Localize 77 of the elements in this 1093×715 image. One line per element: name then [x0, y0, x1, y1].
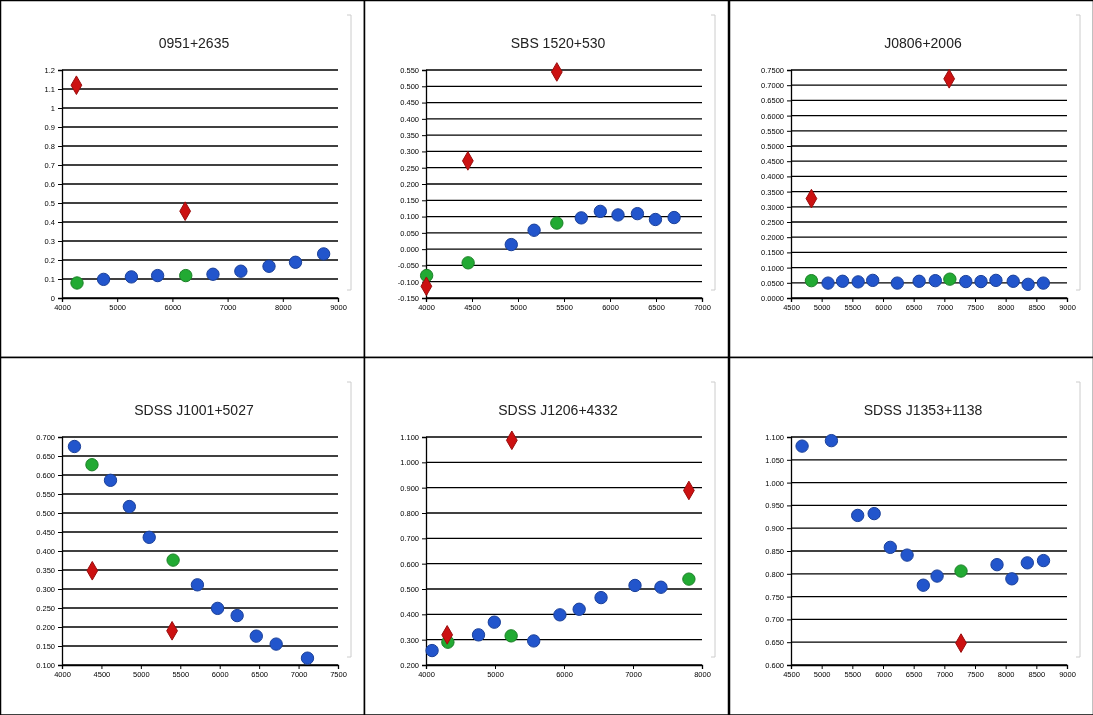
point [190, 578, 205, 592]
point [912, 274, 926, 288]
point [166, 553, 180, 567]
point [1006, 274, 1020, 288]
point [1021, 277, 1035, 291]
point [1036, 553, 1051, 568]
point [316, 247, 331, 261]
point [230, 608, 244, 623]
point [916, 578, 930, 592]
point [124, 270, 139, 284]
point [990, 558, 1004, 572]
point [122, 499, 137, 514]
point [648, 212, 663, 227]
point [85, 458, 99, 472]
point [142, 530, 156, 544]
point [210, 601, 225, 616]
point [300, 651, 315, 665]
point [628, 578, 642, 593]
point [594, 590, 608, 605]
point [835, 274, 850, 288]
point [989, 273, 1003, 288]
point [900, 548, 914, 562]
point [682, 572, 696, 586]
point [883, 540, 897, 555]
point [593, 204, 608, 219]
point [461, 256, 475, 270]
point [928, 274, 942, 288]
point [96, 272, 111, 287]
point [654, 580, 668, 594]
point [70, 276, 84, 290]
point [553, 608, 567, 622]
point [234, 264, 248, 278]
point [425, 643, 439, 658]
point [795, 439, 809, 453]
point [851, 275, 865, 289]
chart-title: J0806+2006 [884, 35, 962, 51]
point [504, 629, 518, 643]
point [206, 267, 220, 281]
point [249, 629, 263, 643]
chart-title: 0951+2635 [158, 35, 230, 51]
point [821, 276, 835, 290]
point [550, 216, 564, 230]
chart-title: SDSS J1001+5027 [134, 402, 254, 418]
point [1005, 572, 1019, 586]
point [504, 237, 518, 252]
point [804, 274, 819, 288]
chart-title: SDSS J1353+1138 [863, 402, 983, 418]
point [103, 473, 118, 487]
point [179, 268, 193, 283]
point [824, 433, 839, 448]
point [262, 259, 276, 273]
point [527, 223, 541, 237]
point [574, 211, 588, 225]
chart-title: SDSS J1206+4332 [498, 402, 618, 418]
point [850, 508, 865, 523]
point [630, 206, 645, 221]
point [150, 268, 165, 283]
point [974, 274, 988, 289]
point [1020, 556, 1034, 570]
point [611, 208, 625, 222]
point [943, 272, 957, 286]
point [890, 276, 904, 290]
point [867, 506, 881, 521]
point [67, 439, 82, 454]
point [667, 210, 681, 225]
point [288, 255, 303, 269]
point [930, 569, 944, 583]
point [959, 274, 973, 289]
point [269, 637, 283, 651]
point [866, 273, 880, 288]
point [527, 634, 541, 648]
point [487, 615, 501, 629]
point [471, 628, 486, 642]
point [1036, 276, 1051, 290]
chart-title: SBS 1520+530 [510, 35, 606, 51]
point [572, 602, 586, 616]
point [954, 564, 968, 578]
